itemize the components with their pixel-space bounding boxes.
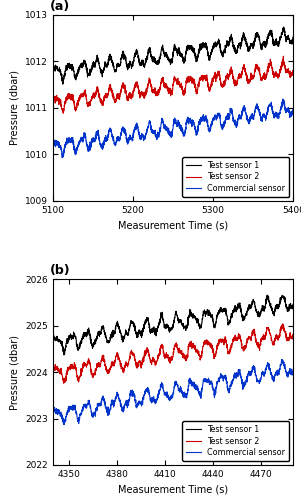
Test sensor 1 [292,303,295,309]
Test sensor 1 [168,56,172,62]
Test sensor 2 [51,370,54,376]
Y-axis label: Pressure (dbar): Pressure (dbar) [9,70,19,146]
Commercial sensor [188,375,192,381]
Commercial sensor [158,387,162,393]
Test sensor 2 [188,339,192,345]
Test sensor 1 [162,48,165,54]
Test sensor 2 [158,348,162,354]
Commercial sensor [240,110,244,116]
Test sensor 2 [285,70,288,75]
Line: Test sensor 2: Test sensor 2 [53,56,293,113]
X-axis label: Measurement Time (s): Measurement Time (s) [118,220,228,230]
Legend: Test sensor 1, Test sensor 2, Commercial sensor: Test sensor 1, Test sensor 2, Commercial… [182,157,290,197]
Commercial sensor [162,120,165,126]
Test sensor 1 [188,306,192,312]
X-axis label: Measurement Time (s): Measurement Time (s) [118,484,228,494]
Test sensor 1 [282,24,285,30]
Test sensor 2 [281,321,284,327]
Commercial sensor [292,108,295,114]
Test sensor 2 [285,66,289,72]
Test sensor 2 [62,110,65,116]
Commercial sensor [70,406,73,412]
Test sensor 2 [51,96,54,102]
Commercial sensor [163,392,166,398]
Test sensor 1 [51,339,54,345]
Test sensor 1 [62,352,66,358]
Commercial sensor [61,154,64,160]
Test sensor 1 [285,36,288,42]
Commercial sensor [153,396,157,402]
Test sensor 1 [240,36,244,43]
Test sensor 2 [163,352,166,358]
Commercial sensor [51,412,54,418]
Test sensor 2 [292,69,295,75]
Test sensor 2 [70,366,73,372]
Test sensor 1 [292,32,295,38]
Test sensor 2 [162,78,165,84]
Test sensor 1 [61,81,65,87]
Test sensor 1 [63,68,67,74]
Commercial sensor [281,96,284,102]
Text: (a): (a) [50,0,70,13]
Line: Commercial sensor: Commercial sensor [53,99,293,158]
Test sensor 1 [163,324,166,330]
Commercial sensor [285,108,288,114]
Commercial sensor [168,132,172,138]
Commercial sensor [292,366,295,372]
Line: Commercial sensor: Commercial sensor [53,360,293,424]
Line: Test sensor 1: Test sensor 1 [53,295,293,355]
Test sensor 1 [51,66,54,71]
Commercial sensor [62,422,66,428]
Line: Test sensor 1: Test sensor 1 [53,27,293,84]
Test sensor 2 [153,359,157,365]
Commercial sensor [280,356,284,362]
Test sensor 2 [168,87,172,93]
Commercial sensor [79,410,83,416]
Line: Test sensor 2: Test sensor 2 [53,324,293,383]
Test sensor 1 [158,320,162,326]
Test sensor 1 [70,336,73,342]
Test sensor 1 [285,34,289,40]
Test sensor 1 [79,340,83,346]
Test sensor 2 [79,372,83,378]
Commercial sensor [285,107,289,113]
Test sensor 1 [153,329,157,335]
Test sensor 2 [292,331,295,337]
Test sensor 2 [281,53,285,59]
Legend: Test sensor 1, Test sensor 2, Commercial sensor: Test sensor 1, Test sensor 2, Commercial… [182,421,290,461]
Test sensor 2 [240,68,244,74]
Y-axis label: Pressure (dbar): Pressure (dbar) [10,334,20,409]
Test sensor 1 [265,292,269,298]
Text: (b): (b) [50,264,71,277]
Commercial sensor [51,144,54,150]
Test sensor 2 [63,100,67,105]
Test sensor 2 [62,380,65,386]
Commercial sensor [63,143,67,149]
